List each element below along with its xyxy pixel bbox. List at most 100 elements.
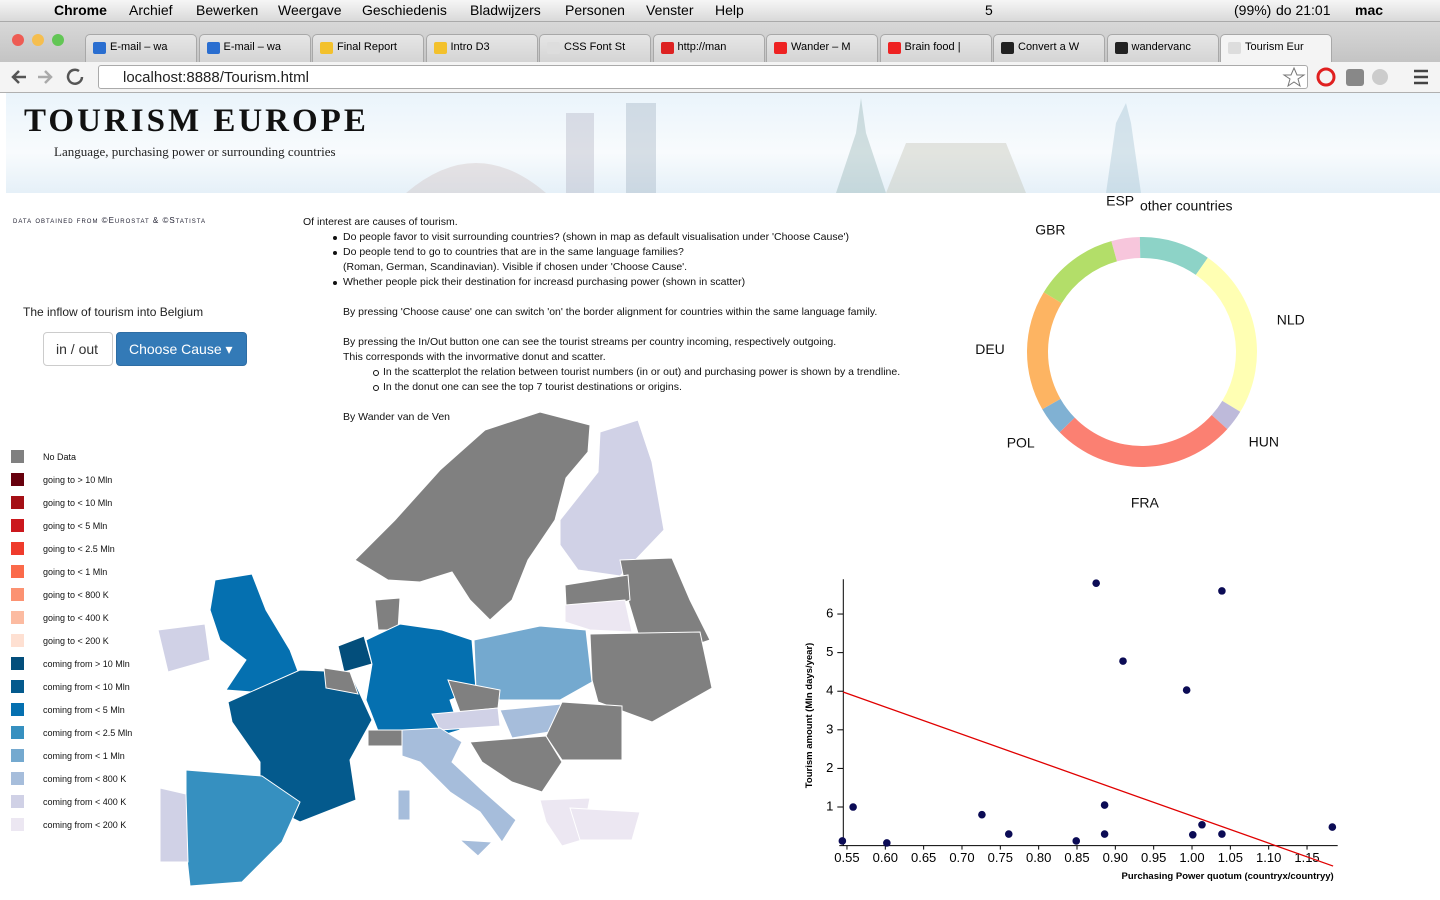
donut-label: FRA bbox=[1131, 495, 1160, 511]
menu[interactable]: Bewerken bbox=[196, 2, 259, 18]
menu[interactable]: Geschiedenis bbox=[362, 2, 447, 18]
scatter-point bbox=[1218, 830, 1226, 838]
extension-icon[interactable] bbox=[1346, 69, 1364, 86]
legend-item: coming from < 800 K bbox=[11, 772, 171, 786]
country[interactable] bbox=[458, 839, 494, 857]
choose-cause-button[interactable]: Choose Cause ▾ bbox=[116, 332, 247, 366]
x-tick-label: 0.70 bbox=[949, 850, 974, 865]
country[interactable] bbox=[569, 807, 641, 841]
bullet: Do people favor to visit surrounding cou… bbox=[333, 230, 1043, 245]
bullet-continuation: (Roman, German, Scandinavian). Visible i… bbox=[343, 261, 688, 273]
legend-swatch bbox=[11, 565, 24, 578]
scatter-point bbox=[883, 839, 891, 847]
tab[interactable]: Intro D3 bbox=[425, 34, 538, 62]
legend-label: going to > 10 Mln bbox=[43, 475, 113, 485]
statue bbox=[1106, 103, 1141, 193]
y-tick-label: 3 bbox=[826, 721, 833, 736]
menu[interactable]: Help bbox=[715, 2, 744, 18]
tab[interactable]: Brain food | bbox=[879, 34, 992, 62]
menu[interactable]: Personen bbox=[565, 2, 625, 18]
legend-label: going to < 400 K bbox=[43, 613, 109, 623]
tab[interactable]: wandervanc bbox=[1106, 34, 1219, 62]
app-menu[interactable]: Chrome bbox=[54, 2, 107, 18]
country[interactable] bbox=[354, 411, 591, 621]
credit: data obtained from ©Eurostat & ©Statista bbox=[13, 216, 207, 225]
status-item[interactable]: 5 bbox=[985, 2, 993, 18]
menu[interactable]: Bladwijzers bbox=[470, 2, 541, 18]
page-subtitle: Language, purchasing power or surroundin… bbox=[54, 144, 336, 159]
country[interactable] bbox=[401, 727, 517, 843]
menu[interactable]: Archief bbox=[129, 2, 173, 18]
country[interactable] bbox=[545, 701, 623, 761]
country[interactable] bbox=[469, 735, 563, 793]
country[interactable] bbox=[159, 787, 189, 863]
legend-swatch bbox=[11, 473, 24, 486]
scatter-point bbox=[849, 803, 857, 811]
tab-title: Final Report bbox=[337, 41, 397, 53]
extension-icon[interactable] bbox=[1316, 67, 1336, 87]
reload-button[interactable] bbox=[66, 68, 84, 85]
scatter-point bbox=[1092, 579, 1100, 587]
favicon bbox=[887, 42, 901, 54]
country[interactable] bbox=[564, 599, 633, 633]
x-tick-label: 1.10 bbox=[1256, 850, 1281, 865]
intro-text: Of interest are causes of tourism. Do pe… bbox=[303, 215, 1003, 425]
menu[interactable]: Weergave bbox=[278, 2, 342, 18]
y-axis-label: Tourism amount (Mln days/year) bbox=[804, 643, 815, 789]
bookmark-star[interactable] bbox=[1282, 66, 1306, 88]
tab[interactable]: Final Report bbox=[312, 34, 424, 62]
favicon bbox=[93, 42, 106, 54]
legend-item: going to < 400 K bbox=[11, 611, 171, 625]
favicon bbox=[660, 42, 674, 54]
menu[interactable]: Venster bbox=[646, 2, 694, 18]
y-tick-label: 4 bbox=[826, 683, 833, 698]
country[interactable] bbox=[431, 707, 501, 731]
back-button[interactable] bbox=[11, 70, 26, 84]
legend-item: going to < 200 K bbox=[11, 634, 171, 648]
legend-item: coming from < 1 Mln bbox=[11, 749, 171, 763]
legend-swatch bbox=[11, 726, 24, 739]
country[interactable] bbox=[559, 419, 665, 577]
favicon bbox=[433, 42, 447, 54]
tab[interactable]: Convert a W bbox=[993, 34, 1105, 62]
tab[interactable]: CSS Font St bbox=[539, 34, 651, 62]
address-bar[interactable]: localhost:8888/Tourism.html bbox=[98, 65, 1308, 89]
zoom-button[interactable] bbox=[52, 34, 64, 46]
minimize-button[interactable] bbox=[32, 34, 44, 46]
forward-button[interactable] bbox=[38, 70, 53, 84]
country[interactable] bbox=[367, 729, 403, 747]
donut-segment bbox=[1111, 237, 1141, 262]
tab[interactable]: Wander – M bbox=[766, 34, 878, 62]
scatter-point bbox=[1004, 830, 1013, 838]
country[interactable] bbox=[374, 597, 401, 631]
legend-label: going to < 2.5 Mln bbox=[43, 544, 115, 554]
donut-segment bbox=[1027, 292, 1062, 410]
tab[interactable]: Tourism Eur bbox=[1220, 34, 1332, 62]
tab-title: E-mail – wa bbox=[223, 41, 281, 53]
extension-icon[interactable] bbox=[1372, 69, 1388, 85]
clock[interactable]: do 21:01 bbox=[1276, 2, 1331, 18]
menu-button[interactable] bbox=[1414, 69, 1428, 85]
close-button[interactable] bbox=[12, 34, 24, 46]
tab-title: wandervanc bbox=[1131, 41, 1191, 53]
legend-item: No Data bbox=[11, 450, 171, 464]
country[interactable] bbox=[397, 789, 411, 821]
legend-label: going to < 10 Mln bbox=[43, 498, 113, 508]
scatter-point bbox=[1100, 830, 1109, 838]
favicon bbox=[1228, 42, 1241, 54]
country[interactable] bbox=[209, 573, 303, 693]
in-out-button[interactable]: in / out bbox=[43, 332, 113, 366]
tab[interactable]: E-mail – wa bbox=[198, 34, 311, 62]
tab[interactable]: E-mail – wa bbox=[85, 34, 197, 62]
user[interactable]: mac bbox=[1355, 2, 1384, 18]
x-tick-label: 0.65 bbox=[911, 850, 936, 865]
country[interactable] bbox=[323, 667, 359, 695]
tab[interactable]: http://man bbox=[652, 34, 765, 62]
legend-item: going to > 10 Mln bbox=[11, 473, 171, 487]
y-tick-label: 2 bbox=[826, 760, 833, 775]
country[interactable] bbox=[157, 623, 211, 673]
battery[interactable]: (99%) bbox=[1234, 2, 1272, 18]
sub-bullet: In the donut one can see the top 7 touri… bbox=[373, 380, 1083, 395]
y-tick-label: 5 bbox=[826, 644, 833, 659]
menu-bar: Chrome Archief Bewerken Weergave Geschie… bbox=[0, 0, 1440, 22]
